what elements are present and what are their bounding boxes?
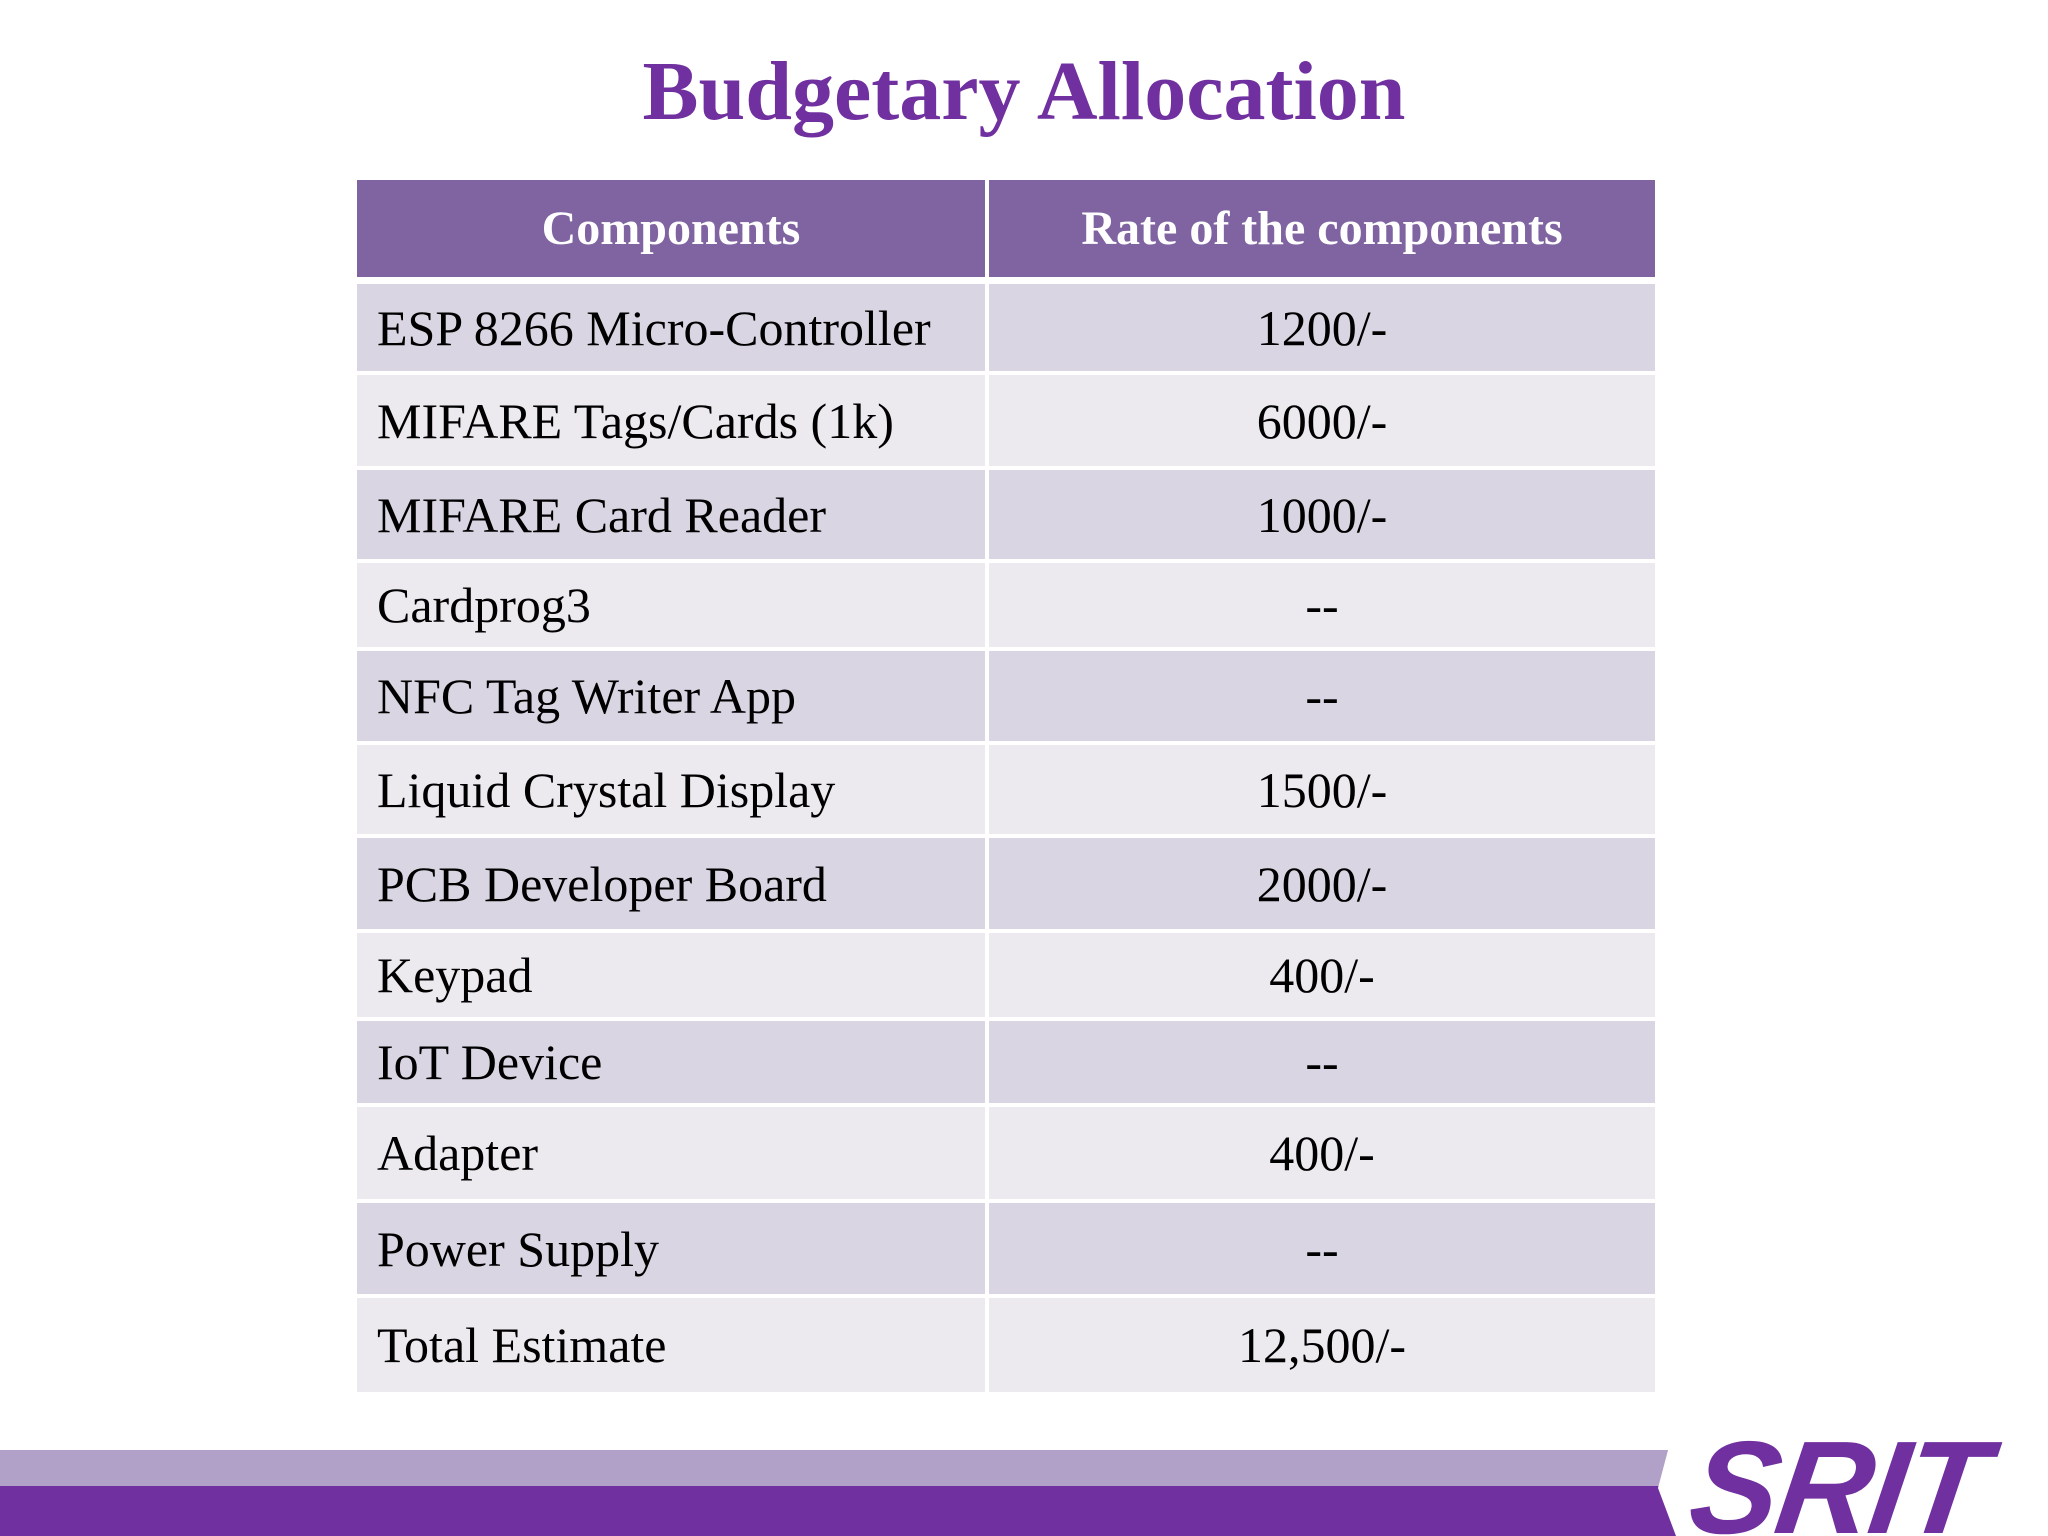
table-row: Liquid Crystal Display 1500/- [357,745,1655,838]
rate-cell: 12,500/- [989,1298,1655,1392]
table-row: IoT Device -- [357,1021,1655,1107]
table-row: Cardprog3 -- [357,563,1655,651]
rate-cell: 1500/- [989,745,1655,838]
footer-band-light [0,1450,1690,1486]
header-components: Components [357,180,989,284]
component-cell: Power Supply [357,1203,989,1298]
component-cell: PCB Developer Board [357,838,989,933]
table-row: Keypad 400/- [357,933,1655,1021]
srit-logo: SRIT [1681,1414,1996,1536]
component-cell: Liquid Crystal Display [357,745,989,838]
table-row: Adapter 400/- [357,1107,1655,1203]
rate-cell: 400/- [989,933,1655,1021]
component-cell: Cardprog3 [357,563,989,651]
slide-title: Budgetary Allocation [642,45,1406,138]
rate-cell: 6000/- [989,375,1655,470]
header-rate: Rate of the components [989,180,1655,284]
rate-cell: 1000/- [989,470,1655,563]
table-row: MIFARE Tags/Cards (1k) 6000/- [357,375,1655,470]
rate-cell: 1200/- [989,284,1655,375]
component-cell: IoT Device [357,1021,989,1107]
table-header-row: Components Rate of the components [357,180,1655,284]
budget-table: Components Rate of the components ESP 82… [357,180,1655,1392]
component-cell: Keypad [357,933,989,1021]
component-cell: NFC Tag Writer App [357,651,989,745]
rate-cell: -- [989,563,1655,651]
rate-cell: -- [989,651,1655,745]
table-row-total: Total Estimate 12,500/- [357,1298,1655,1392]
table-row: NFC Tag Writer App -- [357,651,1655,745]
table-row: Power Supply -- [357,1203,1655,1298]
component-cell: Total Estimate [357,1298,989,1392]
component-cell: ESP 8266 Micro-Controller [357,284,989,375]
logo-backdrop [1658,1420,2048,1536]
rate-cell: 2000/- [989,838,1655,933]
rate-cell: 400/- [989,1107,1655,1203]
rate-cell: -- [989,1203,1655,1298]
rate-cell: -- [989,1021,1655,1107]
table-row: MIFARE Card Reader 1000/- [357,470,1655,563]
table-row: ESP 8266 Micro-Controller 1200/- [357,284,1655,375]
table-row: PCB Developer Board 2000/- [357,838,1655,933]
footer-band-dark [0,1486,1690,1536]
component-cell: Adapter [357,1107,989,1203]
component-cell: MIFARE Tags/Cards (1k) [357,375,989,470]
component-cell: MIFARE Card Reader [357,470,989,563]
